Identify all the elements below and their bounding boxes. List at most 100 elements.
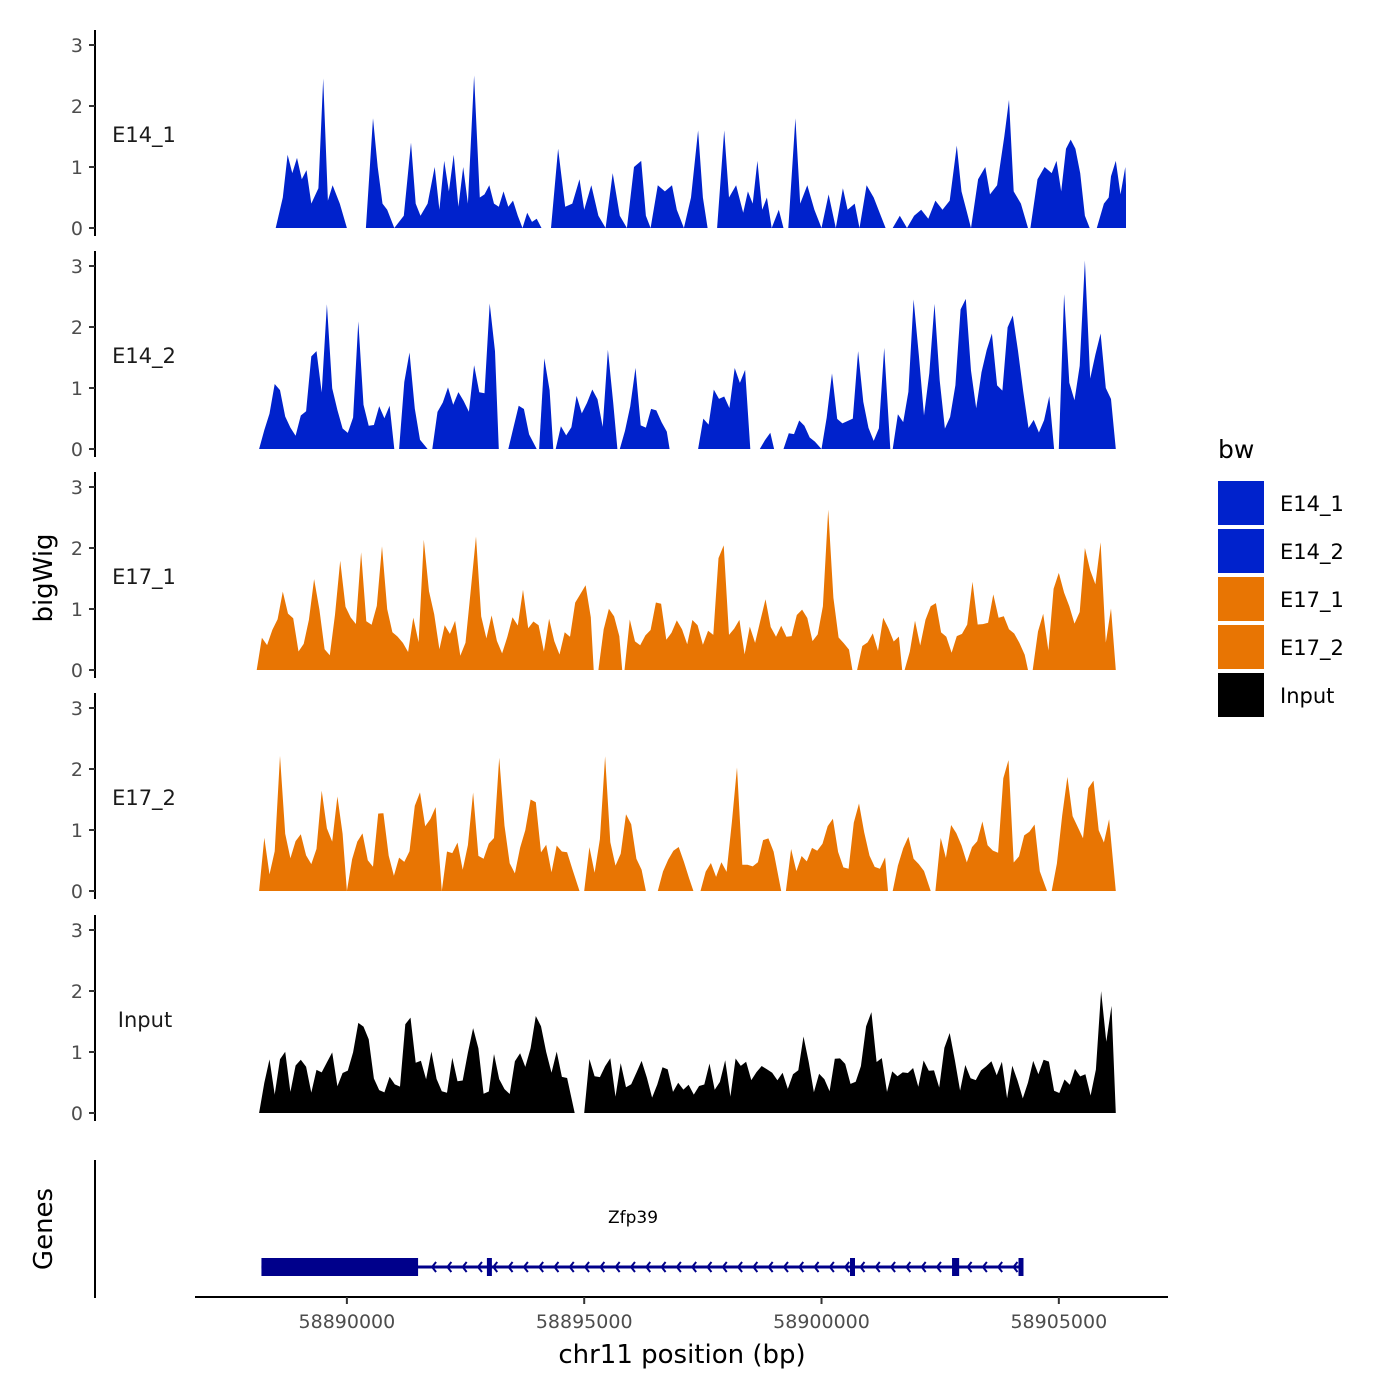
coverage-area-E14_1-6 <box>1030 139 1090 228</box>
strand-chevron <box>461 1261 468 1273</box>
track-E14_1: E14_1 <box>112 57 1126 229</box>
strand-chevron <box>828 1261 835 1273</box>
strand-chevron <box>797 1261 805 1273</box>
y-tick-label-E14_1-3: 3 <box>71 35 83 57</box>
coverage-area-E17_1-0 <box>256 536 594 670</box>
strand-chevron <box>843 1261 850 1273</box>
coverage-area-E17_2-3 <box>584 756 646 891</box>
coverage-area-E17_2-8 <box>935 760 1047 891</box>
coverage-area-E14_1-5 <box>892 99 1028 229</box>
strand-chevron <box>813 1261 820 1273</box>
track-label-Input: Input <box>118 1008 172 1032</box>
coverage-area-E17_1-2 <box>624 509 853 670</box>
y-axis-title: bigWig <box>29 533 59 622</box>
strand-chevron <box>690 1261 697 1273</box>
legend-label-E17_2: E17_2 <box>1280 636 1344 661</box>
y-tick-label-E17_1-1: 1 <box>71 599 83 621</box>
strand-chevron <box>446 1261 453 1273</box>
track-E14_2: E14_2 <box>112 260 1116 449</box>
strand-chevron <box>537 1261 544 1273</box>
coverage-area-E14_2-4 <box>539 358 554 449</box>
strand-chevron <box>981 1261 988 1273</box>
y-tick-label-E17_1-3: 3 <box>71 477 83 499</box>
strand-chevron <box>889 1261 896 1273</box>
legend-swatch-Input <box>1218 673 1264 717</box>
strand-chevron <box>629 1261 636 1273</box>
coverage-area-E14_1-3 <box>717 130 784 228</box>
coverage-area-E17_2-1 <box>346 792 442 891</box>
coverage-area-E14_2-12 <box>1058 260 1116 449</box>
y-tick-label-E17_2-2: 2 <box>71 759 83 781</box>
legend-swatch-E14_2 <box>1218 529 1264 573</box>
strand-chevron <box>430 1261 437 1273</box>
y-tick-label-E14_2-3: 3 <box>71 256 83 278</box>
strand-chevron <box>583 1261 590 1273</box>
coverage-area-E14_2-1 <box>399 352 428 449</box>
y-tick-label-Input-2: 2 <box>71 981 83 1003</box>
coverage-area-E14_1-1 <box>365 75 542 228</box>
x-tick-label-58890000: 58890000 <box>299 1311 396 1333</box>
strand-chevron <box>996 1261 1003 1273</box>
strand-chevron <box>966 1261 973 1273</box>
strand-chevron <box>568 1261 575 1273</box>
coverage-area-E17_2-7 <box>892 836 931 891</box>
track-E17_2: E17_2 <box>112 755 1116 891</box>
y-tick-label-E14_2-0: 0 <box>71 439 83 461</box>
gene-exon-4 <box>1018 1258 1024 1276</box>
coverage-area-E14_2-5 <box>555 349 618 449</box>
y-tick-label-E17_2-3: 3 <box>71 698 83 720</box>
y-tick-label-E17_2-0: 0 <box>71 881 83 903</box>
coverage-area-E17_2-4 <box>657 847 694 891</box>
y-tick-label-Input-0: 0 <box>71 1103 83 1125</box>
legend-swatch-E14_1 <box>1218 481 1264 525</box>
x-tick-label-58900000: 58900000 <box>773 1311 870 1333</box>
legend-label-Input: Input <box>1280 684 1334 708</box>
strand-chevron <box>599 1261 606 1273</box>
genes-axis-title: Genes <box>29 1188 59 1270</box>
strand-chevron <box>476 1261 483 1273</box>
gene-exon-2 <box>849 1258 855 1276</box>
strand-chevron <box>920 1261 927 1273</box>
coverage-area-E14_1-7 <box>1096 57 1126 229</box>
coverage-area-E14_2-10 <box>821 347 891 449</box>
coverage-area-E14_1-2 <box>551 130 708 228</box>
strand-chevron <box>660 1261 667 1273</box>
strand-chevron <box>553 1261 560 1273</box>
x-tick-label-58895000: 58895000 <box>536 1311 633 1333</box>
strand-chevron <box>859 1261 866 1273</box>
y-tick-label-E17_2-1: 1 <box>71 820 83 842</box>
gene-name-label: Zfp39 <box>608 1208 658 1228</box>
coverage-area-E17_1-5 <box>1032 542 1116 670</box>
strand-chevron <box>736 1261 743 1273</box>
coverage-area-E17_2-9 <box>1051 776 1116 891</box>
strand-chevron <box>767 1261 774 1273</box>
coverage-area-E14_2-0 <box>259 304 395 449</box>
legend-swatch-E17_1 <box>1218 577 1264 621</box>
legend-title: bw <box>1218 435 1254 464</box>
strand-chevron <box>706 1261 713 1273</box>
axis-layer: 0 1 2 3 0 1 2 3 0 1 2 3 0 1 2 3 0 1 2 3 58890000 58895000 5890… <box>71 30 1168 1333</box>
track-Input: Input <box>118 991 1116 1113</box>
coverage-area-E17_1-1 <box>598 608 623 670</box>
y-tick-label-E14_1-0: 0 <box>71 218 83 240</box>
coverage-area-E17_1-3 <box>857 617 903 670</box>
y-tick-label-E14_1-1: 1 <box>71 157 83 179</box>
legend-label-E14_1: E14_1 <box>1280 492 1344 517</box>
gene-exon-0 <box>261 1258 419 1276</box>
gene-exon-3 <box>952 1258 960 1276</box>
strand-chevron <box>935 1261 942 1273</box>
legend-label-E14_2: E14_2 <box>1280 540 1344 565</box>
coverage-area-E14_2-8 <box>759 432 775 449</box>
coverage-area-E14_2-3 <box>508 405 537 449</box>
y-tick-label-E14_2-1: 1 <box>71 378 83 400</box>
strand-chevron <box>874 1261 881 1273</box>
strand-chevron <box>721 1261 728 1273</box>
y-tick-label-E17_1-2: 2 <box>71 538 83 560</box>
track-label-E17_2: E17_2 <box>112 786 176 811</box>
coverage-area-Input-0 <box>259 1016 575 1113</box>
coverage-area-E17_2-0 <box>259 755 347 891</box>
strand-chevron <box>782 1261 789 1273</box>
y-tick-label-E14_2-2: 2 <box>71 317 83 339</box>
strand-chevron <box>905 1261 912 1273</box>
